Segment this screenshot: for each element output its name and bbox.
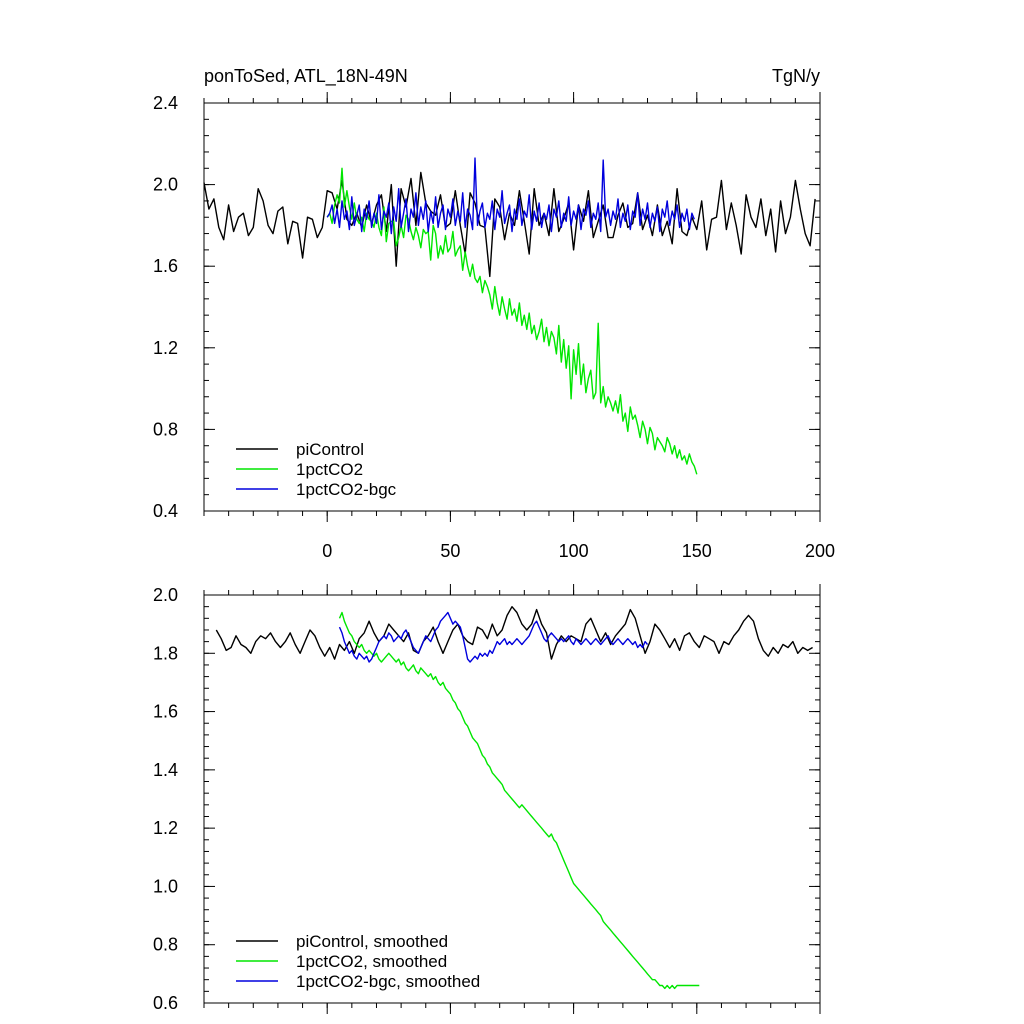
top-y-tick-label: 1.2 (153, 338, 178, 358)
bottom-series-line-1pctco2-smoothed (338, 611, 700, 990)
top-x-tick-label: 100 (559, 541, 589, 561)
bottom-y-tick-label: 2.0 (153, 585, 178, 605)
top-y-tick-label: 2.4 (153, 93, 178, 113)
bottom-series-line-picontrol-smoothed (215, 606, 813, 660)
bottom-legend-label-1pctco2: 1pctCO2, smoothed (296, 952, 447, 971)
top-legend-label-picontrol: piControl (296, 440, 364, 459)
bottom-plot-frame (203, 594, 821, 1004)
top-x-tick-label: 50 (440, 541, 460, 561)
top-x-tick-label: 200 (805, 541, 835, 561)
bottom-y-tick-label: 0.8 (153, 935, 178, 955)
bottom-panel: 0.6 0.8 1.0 1.2 1.4 1.6 1.8 2.0 piControl, smoo… (153, 584, 821, 1014)
bottom-series-line-1pctco2-bgc-smoothed (338, 611, 649, 663)
bottom-legend-label-picontrol: piControl, smoothed (296, 932, 448, 951)
bottom-y-tick-label: 1.2 (153, 818, 178, 838)
top-x-tick-labels: 0 50 100 150 200 (322, 541, 835, 561)
bottom-series-group (215, 606, 813, 990)
bottom-y-tick-label: 1.4 (153, 760, 178, 780)
bottom-y-tick-label: 1.8 (153, 643, 178, 663)
top-y-tick-label: 0.4 (153, 501, 178, 521)
top-series-line-1pctco2 (326, 167, 698, 475)
bottom-y-tick-label: 1.6 (153, 702, 178, 722)
bottom-y-tick-labels: 0.6 0.8 1.0 1.2 1.4 1.6 1.8 2.0 (153, 585, 178, 1013)
bottom-legend-label-1pctco2-bgc: 1pctCO2-bgc, smoothed (296, 972, 480, 991)
top-units: TgN/y (772, 66, 820, 86)
top-y-tick-labels: 0.4 0.8 1.2 1.6 2.0 2.4 (153, 93, 178, 521)
top-series-group (203, 157, 816, 475)
bottom-legend: piControl, smoothed 1pctCO2, smoothed 1p… (236, 932, 480, 991)
bottom-y-tick-label: 0.6 (153, 993, 178, 1013)
top-legend-label-1pctco2-bgc: 1pctCO2-bgc (296, 480, 397, 499)
top-y-tick-label: 1.6 (153, 256, 178, 276)
top-legend: piControl 1pctCO2 1pctCO2-bgc (236, 440, 397, 499)
top-series-line-1pctco2-bgc (326, 157, 695, 235)
top-x-tick-label: 150 (682, 541, 712, 561)
top-panel: ponToSed, ATL_18N-49N TgN/y 0.4 0.8 1.2 1.6… (153, 66, 835, 561)
top-legend-label-1pctco2: 1pctCO2 (296, 460, 363, 479)
top-series-line-picontrol (203, 171, 816, 278)
top-y-tick-label: 0.8 (153, 419, 178, 439)
top-y-tick-label: 2.0 (153, 175, 178, 195)
top-title: ponToSed, ATL_18N-49N (204, 66, 408, 87)
top-x-tick-label: 0 (322, 541, 332, 561)
top-plot-frame (203, 102, 821, 512)
bottom-y-tick-label: 1.0 (153, 876, 178, 896)
